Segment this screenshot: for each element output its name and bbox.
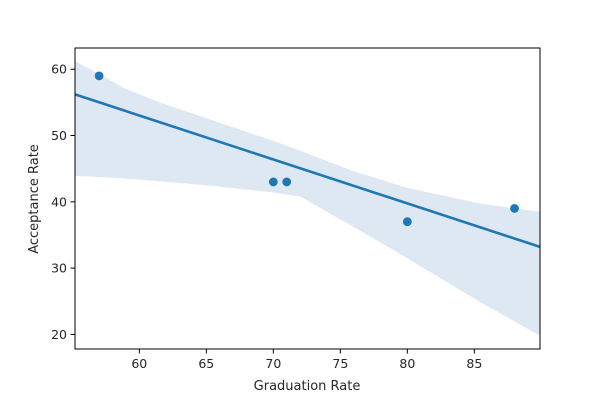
data-point	[402, 217, 412, 227]
confidence-band	[75, 61, 540, 336]
x-tick-label: 75	[332, 356, 348, 371]
x-axis-label: Graduation Rate	[254, 379, 361, 394]
x-tick-label: 85	[466, 356, 482, 371]
regression-line	[75, 93, 540, 249]
x-tick-label: 70	[265, 356, 281, 371]
x-tick-label: 80	[399, 356, 415, 371]
data-point	[94, 71, 104, 81]
x-axis-ticks: 60 65 70 75 80 85	[131, 349, 482, 371]
data-point	[268, 177, 278, 187]
y-tick-label: 30	[51, 261, 67, 276]
y-tick-label: 20	[51, 327, 67, 342]
y-tick-label: 50	[51, 128, 67, 143]
y-tick-label: 40	[51, 194, 67, 209]
y-tick-label: 60	[51, 62, 67, 77]
y-axis-ticks: 20 30 40 50 60	[51, 62, 75, 342]
axes-frame	[74, 47, 541, 350]
x-tick-label: 60	[131, 356, 147, 371]
y-axis-label: Acceptance Rate	[27, 144, 42, 254]
data-points	[94, 71, 519, 227]
data-point	[282, 177, 292, 187]
data-point	[510, 204, 519, 213]
x-tick-label: 65	[198, 356, 214, 371]
plot-area	[75, 61, 540, 336]
